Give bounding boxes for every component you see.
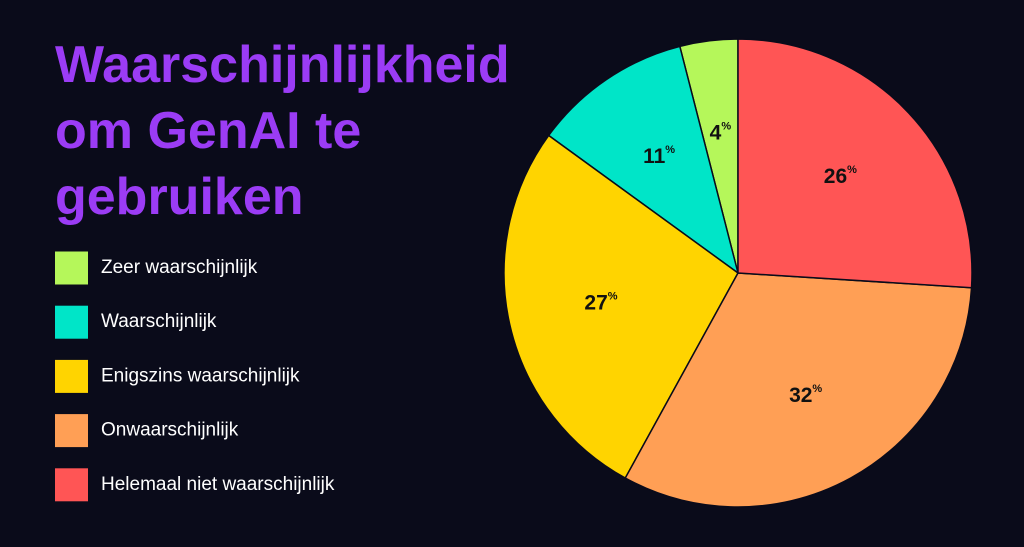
chart-title: Waarschijnlijkheid om GenAI te gebruiken — [55, 36, 510, 226]
legend-swatch — [55, 251, 88, 285]
slice-label: 11% — [643, 144, 675, 168]
legend-swatch — [55, 305, 88, 339]
legend-label: Zeer waarschijnlijk — [101, 257, 258, 278]
legend-label: Waarschijnlijk — [101, 311, 217, 332]
pie-slice — [737, 38, 973, 289]
slice-label: 32% — [789, 383, 822, 407]
legend-swatch — [55, 359, 88, 393]
pie-slice — [547, 45, 740, 275]
slice-label: 26% — [824, 164, 857, 188]
legend-swatch — [55, 414, 88, 448]
legend-swatch — [55, 468, 88, 502]
legend-label: Enigszins waarschijnlijk — [101, 365, 300, 386]
slice-label: 27% — [584, 291, 617, 315]
pie-slice — [503, 134, 739, 480]
legend-label: Onwaarschijnlijk — [101, 420, 239, 441]
legend-label: Helemaal niet waarschijnlijk — [101, 474, 335, 495]
pie-slice — [624, 272, 973, 508]
slice-label: 4% — [710, 121, 732, 145]
